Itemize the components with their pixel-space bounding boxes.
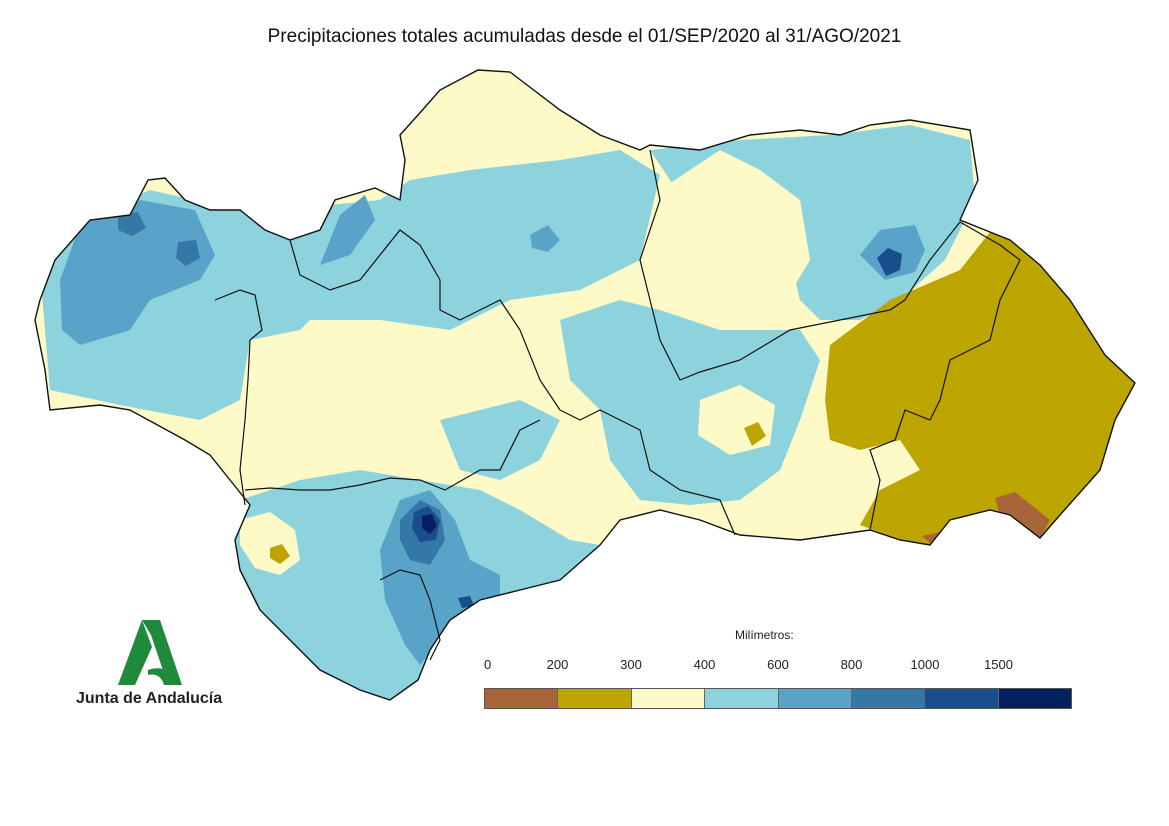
legend-swatch xyxy=(558,689,632,708)
zone-granada-dry-spot xyxy=(744,422,766,446)
zone-huelva-higher-2 xyxy=(176,240,200,266)
legend-swatch xyxy=(851,689,926,708)
province-borders xyxy=(214,149,1021,661)
border-jaen-granada xyxy=(679,221,961,381)
zone-north-mid xyxy=(260,150,660,330)
map-title: Precipitaciones totales acumuladas desde… xyxy=(267,26,902,47)
logo-text: Junta de Andalucía xyxy=(76,690,223,707)
border-cordoba-jaen xyxy=(639,149,681,381)
border-sevilla-cadiz xyxy=(244,487,330,491)
legend-color-bar xyxy=(484,688,1072,709)
zone-cadiz-dry-spot xyxy=(270,544,290,564)
junta-logo-icon xyxy=(118,620,182,685)
zone-huelva-higher-1 xyxy=(118,212,146,236)
legend-tick-label: 300 xyxy=(620,657,642,672)
zone-almeria-dry xyxy=(825,232,1135,545)
zone-grazalema-extreme xyxy=(422,514,437,534)
legend-tick-label: 800 xyxy=(840,657,863,672)
legend-tick-label: 0 xyxy=(484,657,492,672)
zone-cordoba-high xyxy=(530,225,560,252)
border-granada-almeria xyxy=(869,221,1021,531)
legend-tick-label: 1500 xyxy=(984,657,1013,672)
legend-swatch xyxy=(705,689,779,708)
legend-title: Milímetros: xyxy=(735,628,794,642)
legend-swatch xyxy=(998,689,1071,708)
legend-swatch xyxy=(925,689,999,708)
legend-tick-label: 200 xyxy=(546,657,569,672)
legend-swatch xyxy=(485,689,559,708)
legend-swatch xyxy=(778,689,852,708)
legend-tick-label: 1000 xyxy=(910,657,940,672)
border-huelva-sevilla xyxy=(214,289,263,506)
zone-almeria-very-dry xyxy=(995,492,1050,538)
border-cordoba-granada xyxy=(559,409,736,536)
zone-cazorla-very-high xyxy=(877,248,902,276)
zone-huelva-high xyxy=(60,200,215,345)
border-sevilla-cordoba xyxy=(289,229,561,411)
border-cadiz-malaga xyxy=(379,569,441,661)
zone-sierra-norte-high xyxy=(320,195,375,265)
zone-sevilla-mid xyxy=(440,400,560,480)
border-sevilla-malaga xyxy=(329,419,541,491)
legend-swatch xyxy=(631,689,706,708)
zone-malaga-very-high xyxy=(458,596,474,608)
legend-tick-label: 600 xyxy=(767,657,789,672)
legend-tick-label: 400 xyxy=(693,657,716,672)
zone-jaen-low xyxy=(660,150,810,310)
